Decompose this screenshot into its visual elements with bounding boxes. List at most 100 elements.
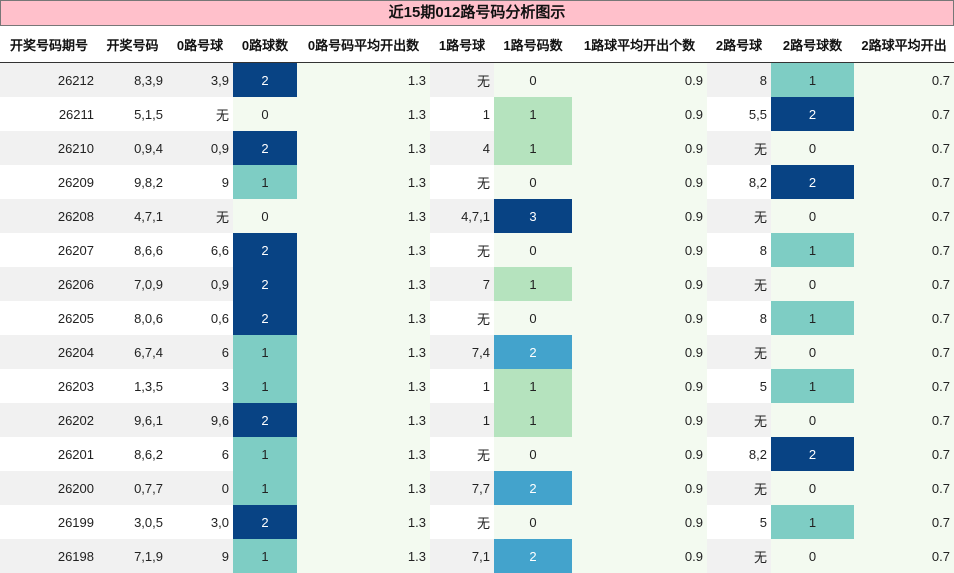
table-cell: 1 — [771, 369, 854, 403]
table-cell: 26205 — [0, 301, 98, 335]
table-cell: 7,4 — [430, 335, 494, 369]
column-header: 0路号球 — [167, 27, 233, 63]
table-cell: 0 — [233, 199, 297, 233]
table-cell: 0.9 — [572, 233, 707, 267]
table-cell: 8 — [707, 301, 771, 335]
table-cell: 3,0 — [167, 505, 233, 539]
table-cell: 1 — [494, 403, 572, 437]
column-header: 开奖号码 — [98, 27, 167, 63]
table-cell: 0 — [494, 233, 572, 267]
table-cell: 1.3 — [297, 131, 430, 165]
table-cell: 8,0,6 — [98, 301, 167, 335]
table-cell: 1 — [771, 233, 854, 267]
table-cell: 1 — [233, 437, 297, 471]
table-cell: 5,1,5 — [98, 97, 167, 131]
table-cell: 9,6,1 — [98, 403, 167, 437]
table-cell: 0.7 — [854, 131, 954, 165]
table-cell: 26206 — [0, 267, 98, 301]
table-cell: 1 — [494, 97, 572, 131]
column-header: 0路号码平均开出数 — [297, 27, 430, 63]
table-cell: 1 — [430, 403, 494, 437]
column-header: 2路号球 — [707, 27, 771, 63]
table-cell: 1 — [771, 301, 854, 335]
table-cell: 0 — [494, 505, 572, 539]
table-cell: 0.7 — [854, 335, 954, 369]
table-cell: 1 — [771, 505, 854, 539]
table-cell: 1 — [233, 165, 297, 199]
table-cell: 0.7 — [854, 165, 954, 199]
table-cell: 26210 — [0, 131, 98, 165]
table-cell: 26199 — [0, 505, 98, 539]
table-cell: 0.9 — [572, 403, 707, 437]
table-cell: 0.9 — [572, 437, 707, 471]
table-cell: 0.7 — [854, 403, 954, 437]
table-cell: 0.9 — [572, 301, 707, 335]
table-cell: 无 — [707, 131, 771, 165]
table-cell: 1 — [430, 97, 494, 131]
table-cell: 2 — [494, 471, 572, 505]
table-cell: 0.9 — [572, 369, 707, 403]
table-cell: 6 — [167, 335, 233, 369]
table-cell: 0.7 — [854, 369, 954, 403]
table-cell: 2 — [771, 437, 854, 471]
table-cell: 0.9 — [572, 199, 707, 233]
table-cell: 26203 — [0, 369, 98, 403]
table-cell: 1.3 — [297, 97, 430, 131]
table-cell: 0 — [494, 63, 572, 98]
table-cell: 2 — [771, 97, 854, 131]
table-cell: 1.3 — [297, 437, 430, 471]
table-cell: 1.3 — [297, 233, 430, 267]
table-cell: 0 — [771, 267, 854, 301]
table-cell: 3 — [167, 369, 233, 403]
table-cell: 7,0,9 — [98, 267, 167, 301]
table-cell: 1 — [494, 369, 572, 403]
table-cell: 4,7,1 — [430, 199, 494, 233]
table-cell: 0.7 — [854, 267, 954, 301]
table-cell: 0.7 — [854, 437, 954, 471]
table-cell: 8,2 — [707, 437, 771, 471]
table-cell: 0.7 — [854, 539, 954, 573]
table-cell: 1 — [233, 471, 297, 505]
table-cell: 0.9 — [572, 539, 707, 573]
column-header: 2路号球数 — [771, 27, 854, 63]
table-cell: 无 — [430, 301, 494, 335]
table-cell: 3 — [494, 199, 572, 233]
table-cell: 无 — [707, 199, 771, 233]
table-cell: 无 — [167, 97, 233, 131]
table-cell: 2 — [233, 63, 297, 98]
table-cell: 0.9 — [572, 471, 707, 505]
table-cell: 2 — [233, 267, 297, 301]
column-header: 1路号码数 — [494, 27, 572, 63]
table-cell: 7,1,9 — [98, 539, 167, 573]
table-cell: 1.3 — [297, 165, 430, 199]
table-cell: 0 — [771, 131, 854, 165]
column-header: 0路球数 — [233, 27, 297, 63]
table-cell: 0 — [771, 471, 854, 505]
table-cell: 0.7 — [854, 97, 954, 131]
table-cell: 1.3 — [297, 369, 430, 403]
column-header: 2路球平均开出 — [854, 27, 954, 63]
table-cell: 无 — [430, 505, 494, 539]
table-cell: 2 — [233, 301, 297, 335]
column-header: 1路球平均开出个数 — [572, 27, 707, 63]
table-cell: 0 — [771, 403, 854, 437]
table-cell: 26204 — [0, 335, 98, 369]
table-cell: 4 — [430, 131, 494, 165]
table-cell: 26202 — [0, 403, 98, 437]
table-cell: 5,5 — [707, 97, 771, 131]
table-cell: 1.3 — [297, 301, 430, 335]
column-header: 1路号球 — [430, 27, 494, 63]
table-cell: 0,9 — [167, 131, 233, 165]
table-cell: 无 — [707, 539, 771, 573]
